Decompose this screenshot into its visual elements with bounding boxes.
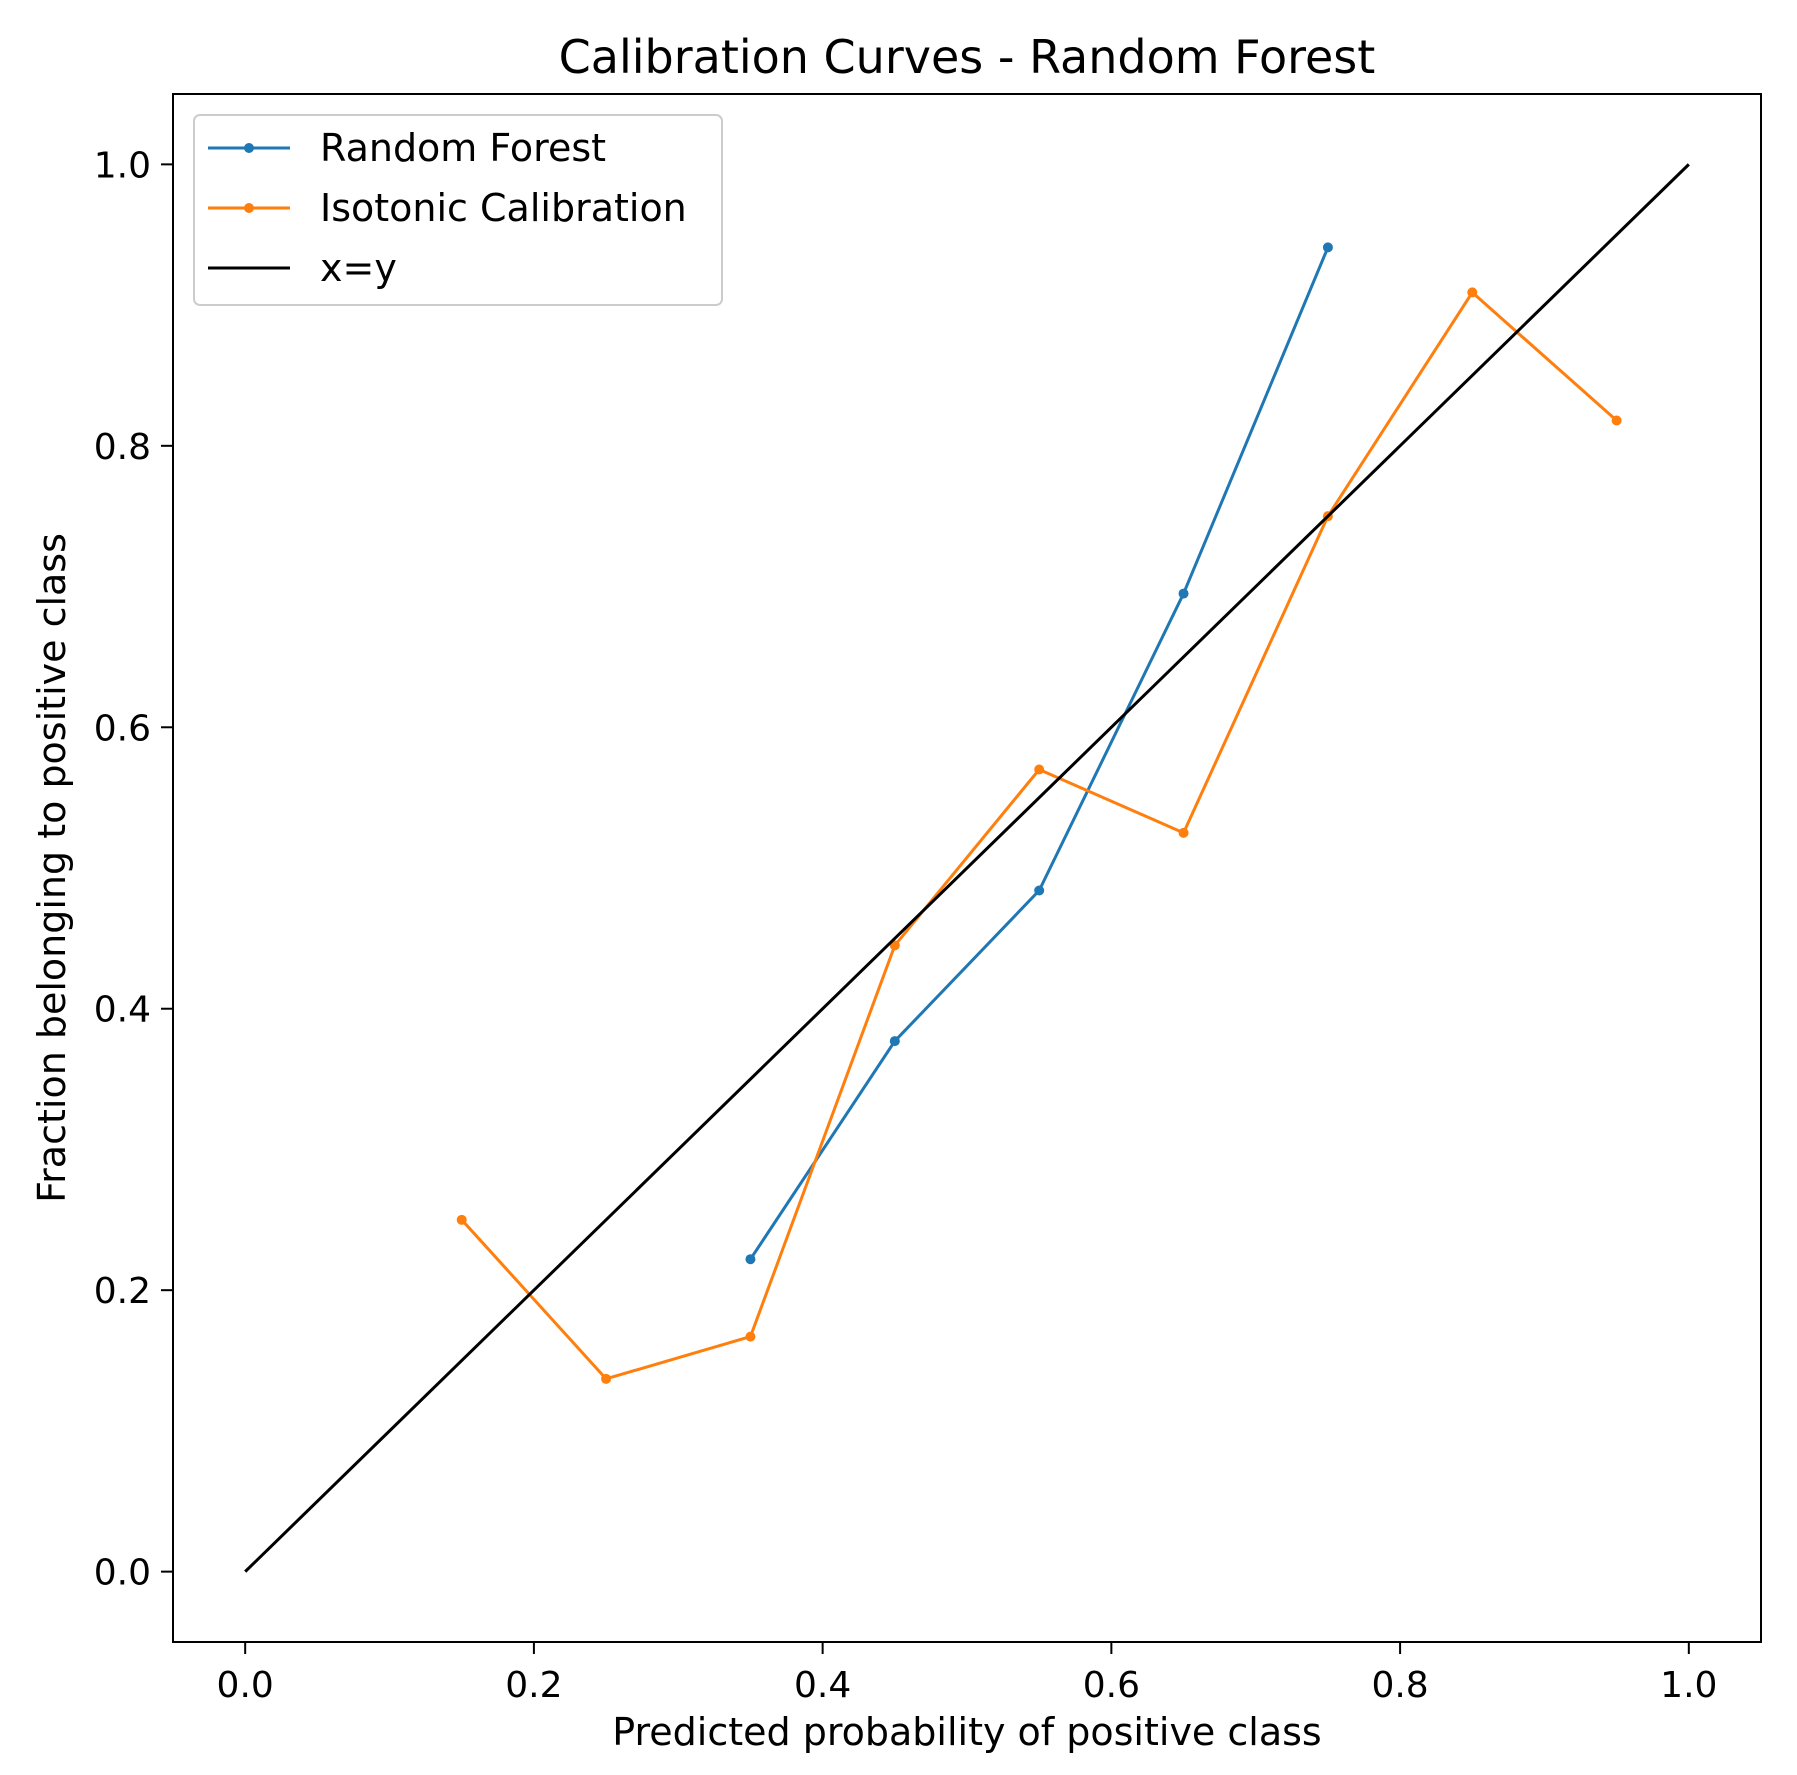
legend-box: [193, 114, 723, 306]
data-point-random-forest: [1322, 242, 1333, 253]
legend-item-x-y: x=y: [208, 246, 397, 290]
axis-ticks: 0.0 0.2 0.4 0.6 0.8 1.0 0.0 0.2 0.4 0.6 0.8 1.0: [94, 145, 1718, 1706]
legend-label: Isotonic Calibration: [320, 186, 687, 230]
chart-title: Calibration Curves - Random Forest: [559, 30, 1376, 84]
data-point-isotonic-calibration: [1611, 415, 1622, 426]
series-line-x-y: [244, 163, 1690, 1573]
data-point-random-forest: [1178, 588, 1189, 599]
y-tick-label: 0.0: [94, 1553, 151, 1594]
legend-label: x=y: [320, 246, 397, 290]
y-tick-label: 1.0: [94, 145, 151, 186]
legend-label: Random Forest: [320, 126, 606, 170]
x-tick-label: 0.2: [505, 1665, 562, 1706]
legend: Random Forest Isotonic Calibration x=y: [193, 114, 723, 306]
x-tick-label: 0.8: [1371, 1665, 1428, 1706]
y-axis-label: Fraction belonging to positive class: [30, 533, 74, 1203]
legend-marker: [244, 143, 254, 153]
data-point-random-forest: [1034, 885, 1045, 896]
y-tick-label: 0.2: [94, 1271, 151, 1312]
y-tick-label: 0.6: [94, 708, 151, 749]
series-x-y: [244, 163, 1690, 1573]
legend-item-random-forest: Random Forest: [208, 126, 606, 170]
legend-items: Random Forest Isotonic Calibration x=y: [208, 126, 687, 290]
data-point-random-forest: [745, 1254, 756, 1265]
legend-item-isotonic-calibration: Isotonic Calibration: [208, 186, 687, 230]
data-point-isotonic-calibration: [889, 940, 900, 951]
x-axis-label: Predicted probability of positive class: [612, 1710, 1321, 1754]
legend-marker: [244, 203, 254, 213]
y-tick-label: 0.4: [94, 990, 151, 1031]
data-point-random-forest: [889, 1036, 900, 1047]
series-layer: [244, 163, 1690, 1573]
x-tick-label: 0.6: [1083, 1665, 1140, 1706]
data-point-isotonic-calibration: [1178, 827, 1189, 838]
data-point-isotonic-calibration: [456, 1214, 467, 1225]
data-point-isotonic-calibration: [1467, 287, 1478, 298]
data-point-isotonic-calibration: [1034, 764, 1045, 775]
data-point-isotonic-calibration: [601, 1373, 612, 1384]
x-tick-label: 0.0: [217, 1665, 274, 1706]
data-point-isotonic-calibration: [745, 1331, 756, 1342]
series-random-forest: [745, 242, 1333, 1265]
plot-frame: [172, 93, 1762, 1643]
y-tick-label: 0.8: [94, 427, 151, 468]
x-tick-label: 1.0: [1660, 1665, 1717, 1706]
x-tick-label: 0.4: [794, 1665, 851, 1706]
